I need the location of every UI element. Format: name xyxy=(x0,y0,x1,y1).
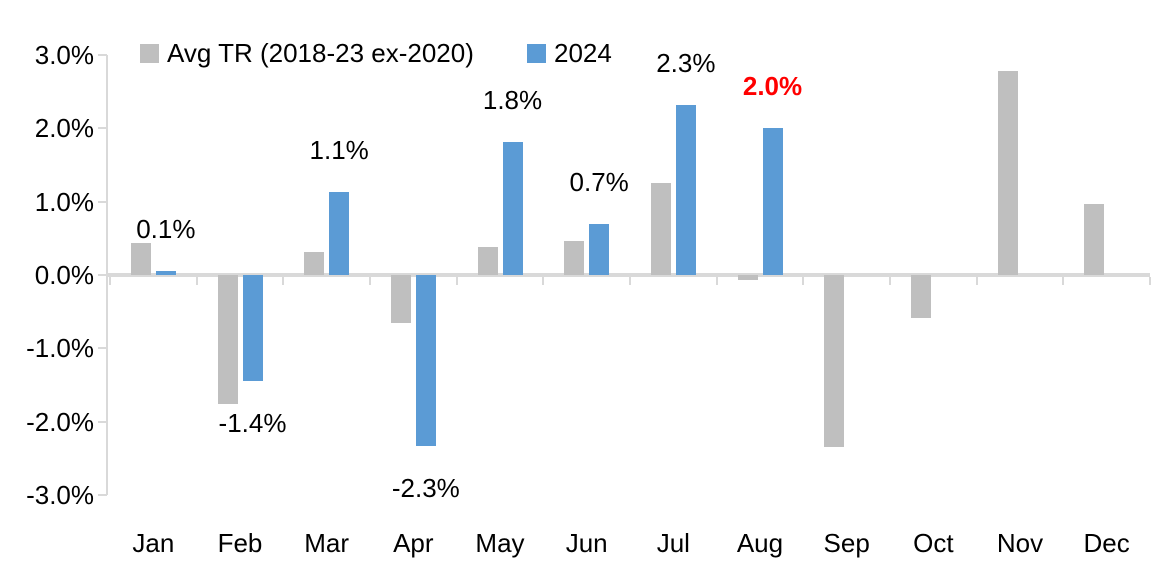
bar-2024-feb xyxy=(242,275,263,382)
y-axis-tick xyxy=(98,420,107,423)
data-label-aug: 2.0% xyxy=(742,71,803,102)
y-axis-tick xyxy=(98,274,107,276)
bar-avg-tr-apr xyxy=(390,275,411,324)
x-axis-tick xyxy=(282,277,285,285)
x-axis-tick xyxy=(802,277,805,285)
x-axis-tick xyxy=(975,277,978,285)
data-label-jan: 0.1% xyxy=(136,214,196,245)
legend-swatch-avg-tr-icon xyxy=(140,43,159,63)
y-axis-tick xyxy=(98,200,107,203)
bar-avg-tr-oct xyxy=(910,275,931,318)
bar-avg-tr-may xyxy=(477,247,498,275)
x-axis-label-nov: Nov xyxy=(996,528,1044,558)
x-axis-tick xyxy=(889,277,891,285)
bar-avg-tr-dec xyxy=(1084,203,1105,275)
bar-avg-tr-feb xyxy=(217,275,238,405)
y-axis-tick-label: -3.0% xyxy=(26,480,94,511)
y-axis-tick-label: 3.0% xyxy=(34,39,94,70)
bar-2024-jan xyxy=(155,271,176,275)
x-axis-label-oct: Oct xyxy=(913,528,954,558)
y-axis-tick-label: -1.0% xyxy=(26,333,94,364)
legend-swatch-2024-icon xyxy=(527,43,546,63)
y-axis-tick xyxy=(98,53,107,56)
y-axis-tick xyxy=(98,127,107,130)
x-axis-tick xyxy=(195,277,198,285)
x-axis-tick xyxy=(1149,277,1151,285)
bar-avg-tr-aug xyxy=(737,275,758,281)
y-axis-tick-label: -2.0% xyxy=(26,406,94,437)
x-axis-tick xyxy=(629,277,631,285)
y-axis-tick-label: 0.0% xyxy=(34,260,94,290)
bar-2024-apr xyxy=(415,275,436,447)
x-axis-label-may: May xyxy=(475,528,525,558)
bar-avg-tr-sep xyxy=(824,275,845,448)
data-label-apr: -2.3% xyxy=(391,473,460,504)
legend-label-2024: 2024 xyxy=(554,38,612,68)
x-axis-tick xyxy=(715,277,718,285)
y-axis-tick-label: 2.0% xyxy=(34,113,94,144)
bar-avg-tr-jul xyxy=(650,182,671,275)
x-axis-tick xyxy=(455,277,458,285)
legend-entry-avg-tr: Avg TR (2018-23 ex-2020) xyxy=(140,37,474,69)
bar-2024-mar xyxy=(329,192,350,275)
x-axis-label-aug: Aug xyxy=(736,528,784,558)
y-axis-tick xyxy=(98,347,107,350)
data-label-jul: 2.3% xyxy=(656,48,716,79)
x-axis-label-dec: Dec xyxy=(1083,528,1130,558)
x-axis-label-sep: Sep xyxy=(823,528,870,558)
x-axis-tick xyxy=(369,277,371,285)
x-axis-tick xyxy=(1062,277,1065,285)
x-axis-label-jun: Jun xyxy=(565,528,608,558)
x-axis-tick xyxy=(542,277,545,285)
y-axis-tick-label: 1.0% xyxy=(34,186,94,217)
x-axis-tick xyxy=(109,277,111,285)
bar-avg-tr-mar xyxy=(304,252,325,275)
bar-2024-aug xyxy=(762,128,783,275)
bar-2024-may xyxy=(502,142,523,275)
x-axis-line xyxy=(106,273,1150,277)
x-axis-label-mar: Mar xyxy=(304,528,350,558)
y-axis-tick xyxy=(98,494,107,497)
x-axis-label-apr: Apr xyxy=(393,528,434,558)
x-axis-label-feb: Feb xyxy=(217,528,263,558)
legend-entry-2024: 2024 xyxy=(527,37,612,69)
bar-2024-jun xyxy=(589,224,610,275)
data-label-may: 1.8% xyxy=(482,85,543,116)
data-label-jun: 0.7% xyxy=(569,167,629,198)
x-axis-label-jan: Jan xyxy=(132,528,175,558)
bar-avg-tr-jan xyxy=(130,242,151,275)
bar-avg-tr-nov xyxy=(997,70,1018,275)
bar-avg-tr-jun xyxy=(564,240,585,275)
data-label-feb: -1.4% xyxy=(218,408,287,439)
bar-2024-jul xyxy=(675,105,696,275)
x-axis-label-jul: Jul xyxy=(656,528,690,558)
legend-label-avg-tr: Avg TR (2018-23 ex-2020) xyxy=(167,38,474,68)
data-label-mar: 1.1% xyxy=(309,135,369,166)
